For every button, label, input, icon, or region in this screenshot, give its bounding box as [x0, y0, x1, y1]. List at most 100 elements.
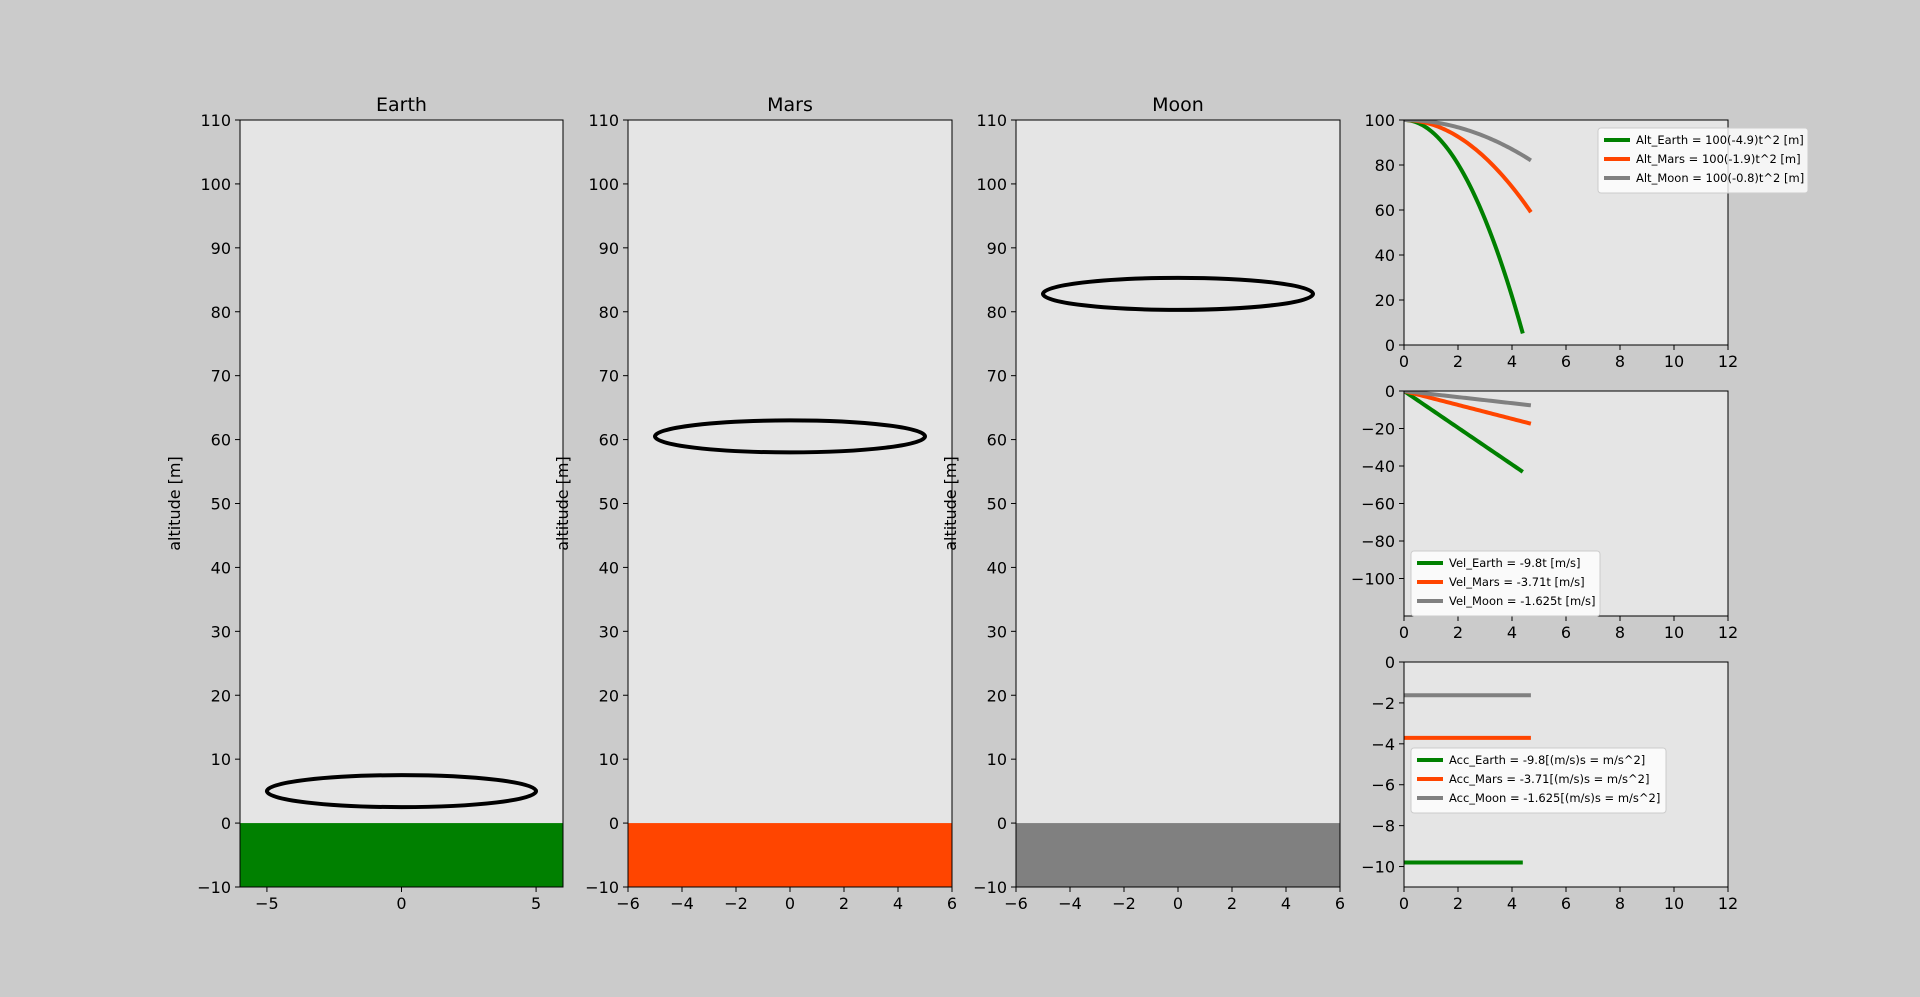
- x-tick-label: −4: [670, 894, 694, 913]
- x-tick-label: 12: [1718, 352, 1738, 371]
- y-tick-label: −60: [1361, 495, 1395, 514]
- legend-label: Alt_Earth = 100(-4.9)t^2 [m]: [1636, 133, 1804, 147]
- y-tick-label: 80: [211, 303, 231, 322]
- x-tick-label: 2: [1453, 623, 1463, 642]
- y-tick-label: 100: [1364, 111, 1395, 130]
- y-tick-label: 0: [1385, 382, 1395, 401]
- y-tick-label: 0: [609, 814, 619, 833]
- y-tick-label: −80: [1361, 532, 1395, 551]
- legend: Alt_Earth = 100(-4.9)t^2 [m] Alt_Mars = 1…: [1597, 127, 1809, 194]
- x-tick-label: −6: [1004, 894, 1028, 913]
- y-tick-label: 10: [599, 750, 619, 769]
- x-tick-label: 6: [1335, 894, 1345, 913]
- y-tick-label: 100: [200, 175, 231, 194]
- axes-1: −5 0 5 −10 0 10 20 30 40 50 60 70 80 90 100 110 Earth alt…: [165, 94, 564, 913]
- y-tick-label: 70: [987, 367, 1007, 386]
- chart-title: Mars: [767, 94, 813, 116]
- series-line-1: [1404, 120, 1525, 334]
- y-tick-label: 50: [987, 495, 1007, 514]
- y-tick-label: −40: [1361, 457, 1395, 476]
- x-tick-label: 0: [1399, 352, 1409, 371]
- x-tick-label: 4: [1281, 894, 1291, 913]
- y-tick-label: 0: [1385, 336, 1395, 355]
- legend: Vel_Earth = -9.8t [m/s] Vel_Mars = -3.71t…: [1410, 550, 1601, 617]
- plot-area: [1016, 120, 1340, 887]
- legend-label: Acc_Earth = -9.8[(m/s)s = m/s^2]: [1449, 753, 1645, 767]
- plot-area: [240, 120, 563, 887]
- x-tick-label: 10: [1664, 894, 1684, 913]
- y-tick-label: 100: [588, 175, 619, 194]
- y-tick-label: 70: [599, 367, 619, 386]
- falling-object-ellipse: [653, 418, 927, 455]
- falling-object-ellipse: [264, 773, 539, 810]
- x-tick-label: 6: [947, 894, 957, 913]
- y-tick-label: 40: [987, 558, 1007, 577]
- y-tick-label: 20: [599, 686, 619, 705]
- x-tick-label: 8: [1615, 623, 1625, 642]
- series-line-3: [1404, 120, 1532, 163]
- y-tick-label: −100: [1351, 570, 1395, 589]
- y-tick-label: 10: [211, 750, 231, 769]
- legend-label: Alt_Mars = 100(-1.9)t^2 [m]: [1636, 152, 1801, 166]
- x-tick-label: −6: [616, 894, 640, 913]
- legend-label: Acc_Moon = -1.625[(m/s)s = m/s^2]: [1449, 791, 1660, 805]
- ground-fill: [628, 823, 952, 887]
- y-tick-label: 100: [976, 175, 1007, 194]
- x-tick-label: 8: [1615, 352, 1625, 371]
- plot-area: [628, 120, 952, 887]
- y-axis-label: altitude [m]: [941, 456, 960, 551]
- x-tick-label: −2: [1112, 894, 1136, 913]
- x-tick-label: 10: [1664, 623, 1684, 642]
- y-tick-label: 80: [987, 303, 1007, 322]
- x-tick-label: 0: [785, 894, 795, 913]
- y-tick-label: 90: [987, 239, 1007, 258]
- y-tick-label: 20: [987, 686, 1007, 705]
- series-line-1: [1404, 391, 1524, 474]
- y-tick-label: 70: [211, 367, 231, 386]
- legend-label: Vel_Earth = -9.8t [m/s]: [1449, 556, 1580, 570]
- y-tick-label: 40: [211, 558, 231, 577]
- y-tick-label: 40: [599, 558, 619, 577]
- x-tick-label: 12: [1718, 894, 1738, 913]
- y-tick-label: −20: [1361, 420, 1395, 439]
- y-tick-label: 90: [599, 239, 619, 258]
- y-tick-label: 20: [1375, 291, 1395, 310]
- y-tick-label: 30: [987, 622, 1007, 641]
- y-tick-label: −10: [585, 878, 619, 897]
- y-tick-label: 10: [987, 750, 1007, 769]
- y-axis-label: altitude [m]: [553, 456, 572, 551]
- axes-2: −6 −4 −2 0 2 4 6 −10 0 10 20 30 40 50 60 70 80 90 100 110 Ma…: [553, 94, 957, 913]
- x-tick-label: 6: [1561, 623, 1571, 642]
- x-tick-label: 10: [1664, 352, 1684, 371]
- y-tick-label: −10: [1361, 858, 1395, 877]
- y-tick-label: 20: [211, 686, 231, 705]
- y-axis-label: altitude [m]: [165, 456, 184, 551]
- ground-fill: [240, 823, 563, 887]
- y-tick-label: 80: [599, 303, 619, 322]
- legend-label: Vel_Moon = -1.625t [m/s]: [1449, 594, 1596, 608]
- y-tick-label: −8: [1371, 817, 1395, 836]
- x-tick-label: 6: [1561, 352, 1571, 371]
- y-tick-label: 30: [599, 622, 619, 641]
- x-tick-label: 8: [1615, 894, 1625, 913]
- chart-title: Earth: [376, 94, 427, 116]
- y-tick-label: 110: [200, 111, 231, 130]
- legend-box: [1410, 550, 1601, 617]
- x-tick-label: 4: [893, 894, 903, 913]
- y-tick-label: −6: [1371, 776, 1395, 795]
- y-tick-label: 0: [221, 814, 231, 833]
- y-tick-label: 60: [211, 431, 231, 450]
- legend-label: Acc_Mars = -3.71[(m/s)s = m/s^2]: [1449, 772, 1649, 786]
- x-tick-label: −2: [724, 894, 748, 913]
- x-tick-label: 5: [531, 894, 541, 913]
- x-tick-label: 2: [1453, 894, 1463, 913]
- series-line-3: [1404, 391, 1532, 408]
- y-tick-label: 0: [997, 814, 1007, 833]
- x-tick-label: 2: [1453, 352, 1463, 371]
- x-tick-label: 0: [1399, 894, 1409, 913]
- chart-title: Moon: [1152, 94, 1204, 116]
- x-tick-label: 4: [1507, 894, 1517, 913]
- x-tick-label: 4: [1507, 352, 1517, 371]
- legend: Acc_Earth = -9.8[(m/s)s = m/s^2] Acc_Mars…: [1410, 747, 1667, 814]
